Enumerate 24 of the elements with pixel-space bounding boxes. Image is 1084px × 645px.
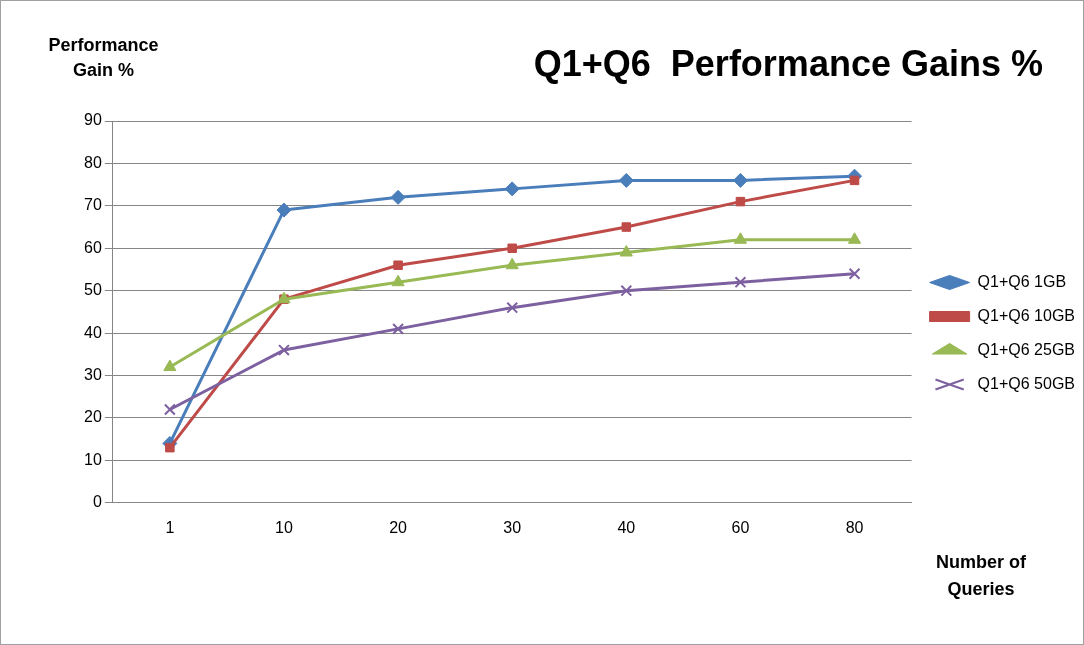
x-tick-label: 1 (165, 518, 175, 536)
y-tick-label: 80 (84, 153, 102, 171)
legend-label: Q1+Q6 10GB (977, 306, 1075, 324)
y-axis-title: Performance Gain % (47, 34, 160, 83)
y-tick-label: 0 (92, 493, 102, 511)
y-tick-label: 70 (84, 196, 102, 214)
y-tick-label: 60 (84, 238, 102, 256)
y-tick-label: 20 (84, 408, 102, 426)
legend-label: Q1+Q6 25GB (977, 340, 1075, 358)
y-tick-label: 90 (84, 111, 102, 129)
legend-label: Q1+Q6 1GB (977, 272, 1067, 290)
y-tick-label: 10 (84, 450, 102, 468)
x-tick-label: 80 (845, 518, 864, 536)
x-tick-label: 20 (389, 518, 408, 536)
legend-label: Q1+Q6 50GB (977, 374, 1075, 392)
y-tick-label: 30 (84, 365, 102, 383)
x-axis-title: Number of Queries (935, 551, 1027, 601)
x-tick-label: 60 (731, 518, 750, 536)
y-tick-label: 50 (84, 281, 102, 299)
y-tick-label: 40 (84, 323, 102, 341)
x-tick-label: 40 (617, 518, 636, 536)
chart-title: Q1+Q6 Performance Gains % (533, 43, 1043, 85)
x-tick-label: 10 (275, 518, 293, 536)
x-tick-label: 30 (503, 518, 522, 536)
